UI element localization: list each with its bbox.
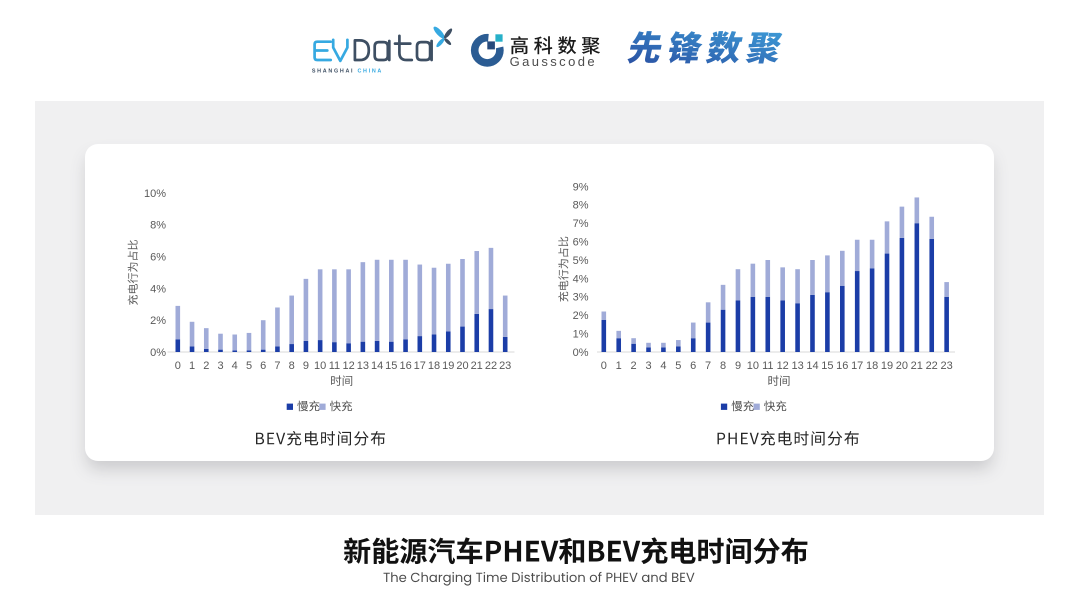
svg-text:22: 22: [485, 360, 497, 372]
svg-text:1%: 1%: [573, 329, 589, 341]
svg-text:13: 13: [357, 360, 369, 372]
svg-text:17: 17: [851, 360, 863, 372]
svg-text:5: 5: [246, 360, 252, 372]
svg-text:11: 11: [762, 360, 773, 372]
svg-text:7: 7: [274, 360, 280, 372]
svg-text:21: 21: [471, 360, 483, 372]
svg-text:10: 10: [314, 360, 326, 372]
svg-text:18: 18: [866, 360, 878, 372]
svg-text:9%: 9%: [573, 181, 589, 193]
svg-text:1: 1: [616, 360, 622, 372]
svg-text:1: 1: [189, 360, 195, 372]
svg-text:10: 10: [747, 360, 759, 372]
svg-text:4: 4: [660, 360, 666, 372]
svg-text:23: 23: [499, 360, 511, 372]
svg-text:6: 6: [260, 360, 266, 372]
svg-text:9: 9: [303, 360, 309, 372]
svg-text:20: 20: [896, 360, 908, 372]
svg-text:14: 14: [371, 360, 383, 372]
svg-text:10%: 10%: [144, 188, 166, 200]
svg-text:2: 2: [203, 360, 209, 372]
svg-text:5: 5: [675, 360, 681, 372]
svg-text:19: 19: [442, 360, 454, 372]
svg-text:0%: 0%: [150, 347, 166, 359]
svg-text:12: 12: [777, 360, 789, 372]
svg-text:16: 16: [399, 360, 411, 372]
svg-text:15: 15: [821, 360, 833, 372]
svg-text:SHANGHAI CHINA: SHANGHAI CHINA: [312, 69, 383, 75]
svg-text:12: 12: [342, 360, 354, 372]
svg-text:17: 17: [414, 360, 426, 372]
svg-text:11: 11: [329, 360, 340, 372]
svg-text:2%: 2%: [150, 315, 166, 327]
svg-text:23: 23: [940, 360, 952, 372]
svg-text:13: 13: [791, 360, 803, 372]
svg-text:4%: 4%: [150, 283, 166, 295]
svg-text:8%: 8%: [573, 200, 589, 212]
svg-text:8: 8: [720, 360, 726, 372]
svg-text:3%: 3%: [573, 292, 589, 304]
svg-text:15: 15: [385, 360, 397, 372]
svg-text:5%: 5%: [573, 255, 589, 267]
svg-text:21: 21: [911, 360, 923, 372]
svg-text:0%: 0%: [573, 347, 589, 359]
svg-text:3: 3: [645, 360, 651, 372]
svg-text:8: 8: [289, 360, 295, 372]
svg-text:0: 0: [601, 360, 607, 372]
svg-text:2%: 2%: [573, 310, 589, 322]
svg-text:Gausscode: Gausscode: [510, 54, 597, 69]
svg-text:22: 22: [926, 360, 938, 372]
svg-text:4: 4: [232, 360, 238, 372]
svg-text:6%: 6%: [150, 252, 166, 264]
svg-text:4%: 4%: [573, 273, 589, 285]
svg-text:20: 20: [456, 360, 468, 372]
svg-text:19: 19: [881, 360, 893, 372]
svg-text:2: 2: [631, 360, 637, 372]
svg-text:6: 6: [690, 360, 696, 372]
svg-text:3: 3: [217, 360, 223, 372]
svg-text:8%: 8%: [150, 220, 166, 232]
svg-text:0: 0: [175, 360, 181, 372]
svg-text:14: 14: [806, 360, 818, 372]
svg-text:7: 7: [705, 360, 711, 372]
svg-text:16: 16: [836, 360, 848, 372]
svg-text:18: 18: [428, 360, 440, 372]
svg-text:9: 9: [735, 360, 741, 372]
svg-text:6%: 6%: [573, 237, 589, 249]
svg-text:7%: 7%: [573, 218, 589, 230]
